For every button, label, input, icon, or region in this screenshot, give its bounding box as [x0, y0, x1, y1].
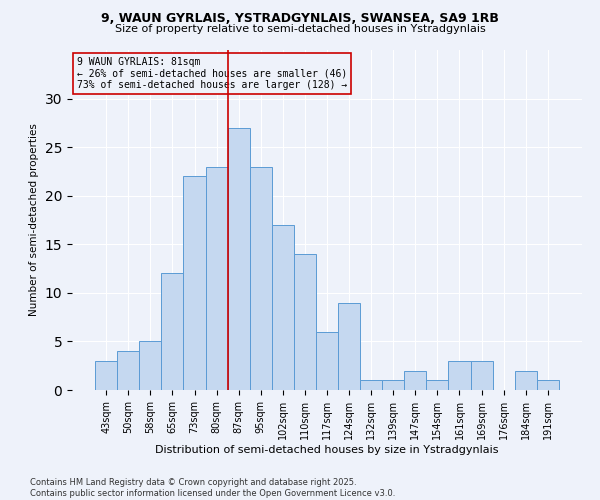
Bar: [227, 128, 250, 390]
Bar: [184, 176, 206, 390]
Bar: [360, 380, 382, 390]
Text: 9, WAUN GYRLAIS, YSTRADGYNLAIS, SWANSEA, SA9 1RB: 9, WAUN GYRLAIS, YSTRADGYNLAIS, SWANSEA,…: [101, 12, 499, 26]
Bar: [117, 351, 139, 390]
X-axis label: Distribution of semi-detached houses by size in Ystradgynlais: Distribution of semi-detached houses by …: [155, 444, 499, 454]
Text: Size of property relative to semi-detached houses in Ystradgynlais: Size of property relative to semi-detach…: [115, 24, 485, 34]
Bar: [404, 370, 427, 390]
Bar: [95, 361, 117, 390]
Bar: [294, 254, 316, 390]
Bar: [382, 380, 404, 390]
Y-axis label: Number of semi-detached properties: Number of semi-detached properties: [29, 124, 39, 316]
Bar: [139, 342, 161, 390]
Text: Contains HM Land Registry data © Crown copyright and database right 2025.
Contai: Contains HM Land Registry data © Crown c…: [30, 478, 395, 498]
Bar: [515, 370, 537, 390]
Bar: [537, 380, 559, 390]
Bar: [250, 166, 272, 390]
Bar: [338, 302, 360, 390]
Bar: [316, 332, 338, 390]
Bar: [272, 225, 294, 390]
Bar: [161, 274, 184, 390]
Text: 9 WAUN GYRLAIS: 81sqm
← 26% of semi-detached houses are smaller (46)
73% of semi: 9 WAUN GYRLAIS: 81sqm ← 26% of semi-deta…: [77, 57, 347, 90]
Bar: [206, 166, 227, 390]
Bar: [448, 361, 470, 390]
Bar: [427, 380, 448, 390]
Bar: [470, 361, 493, 390]
